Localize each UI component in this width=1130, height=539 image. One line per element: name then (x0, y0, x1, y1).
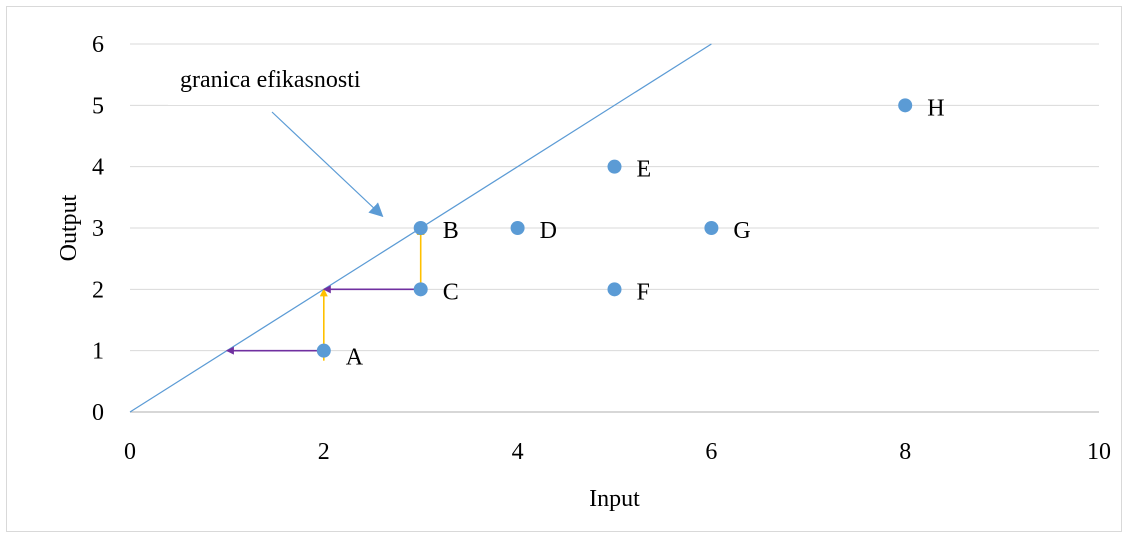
y-tick-label: 6 (92, 32, 104, 58)
data-point-E (607, 159, 622, 174)
data-point-B (413, 221, 428, 235)
data-point-H (898, 98, 913, 113)
point-label-D: D (540, 218, 557, 244)
point-label-B: B (443, 218, 459, 244)
point-label-F: F (637, 279, 650, 305)
y-axis-title: Output (56, 194, 82, 261)
point-label-H: H (927, 95, 944, 121)
point-label-E: E (637, 157, 652, 183)
y-tick-label: 2 (92, 277, 104, 303)
frontier-layer (129, 43, 712, 413)
y-tick-label: 5 (92, 93, 104, 119)
annotation-arrow (271, 111, 384, 218)
arrows-layer (225, 111, 425, 361)
x-tick-label: 10 (1087, 439, 1111, 465)
point-label-G: G (733, 218, 750, 244)
x-tick-label: 2 (318, 439, 330, 465)
data-point-D (510, 221, 525, 235)
y-tick-label: 4 (92, 155, 104, 181)
annotation-background (168, 57, 470, 105)
data-point-C (413, 282, 428, 297)
annotation-text: granica efikasnosti (180, 67, 361, 93)
y-tick-label: 1 (92, 339, 104, 365)
point-label-C: C (443, 279, 459, 305)
labels-layer: Input Output granica efikasnosti 0 1 2 3 4 5 6… (56, 32, 1111, 512)
point-label-A: A (346, 345, 364, 371)
x-tick-label: 8 (899, 439, 911, 465)
data-point-F (607, 282, 622, 297)
x-tick-label: 6 (705, 439, 717, 465)
data-point-G (704, 221, 719, 235)
x-tick-label: 4 (512, 439, 524, 465)
data-point-A (316, 343, 331, 358)
y-tick-label: 0 (92, 400, 104, 426)
y-tick-label: 3 (92, 216, 104, 242)
x-axis-title: Input (589, 486, 640, 512)
points-layer (316, 98, 913, 358)
x-tick-label: 0 (124, 439, 136, 465)
